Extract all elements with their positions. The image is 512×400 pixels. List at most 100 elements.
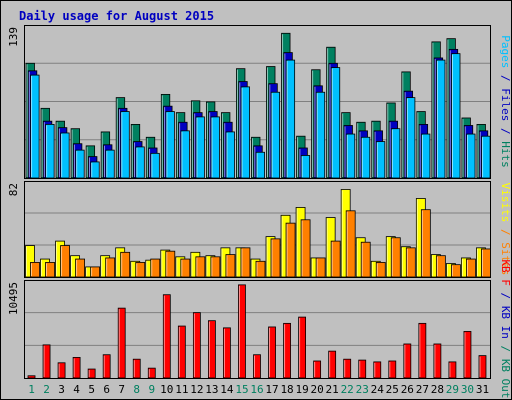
- bar-sites: [300, 219, 311, 278]
- panel-middle: 82 Visits / Sites: [7, 181, 512, 278]
- legend-part-4: KB Out: [499, 359, 512, 399]
- x-tick-label: 5: [88, 383, 95, 396]
- x-tick-label: 13: [205, 383, 218, 396]
- bar-kb-f: [192, 312, 201, 379]
- bar-sites: [90, 266, 101, 278]
- bar-pages: [210, 116, 220, 179]
- bar-kb-f: [162, 294, 171, 379]
- legend-part-2: Sites: [499, 242, 512, 275]
- x-tick-label: 29: [446, 383, 459, 396]
- bar-kb-f: [478, 355, 487, 379]
- legend-part-3: /: [499, 339, 512, 359]
- bar-pages: [75, 149, 85, 179]
- bar-pages: [330, 67, 341, 179]
- bar-sites: [375, 262, 386, 278]
- bar-kb-f: [253, 354, 261, 379]
- bar-kb-f: [72, 356, 81, 379]
- bar-kb-f: [42, 344, 51, 379]
- bar-kb-f: [343, 358, 352, 379]
- bar-kb-f: [102, 354, 111, 379]
- bar-kb-f: [268, 326, 276, 379]
- bar-kb-f: [328, 350, 337, 379]
- panel-middle-ymax-label: 82: [7, 183, 20, 196]
- bar-sites: [45, 262, 55, 278]
- x-tick-label: 28: [431, 383, 444, 396]
- bar-pages: [300, 155, 311, 179]
- bar-sites: [390, 237, 401, 278]
- x-tick-label: 18: [280, 383, 293, 396]
- x-tick-label: 26: [401, 383, 414, 396]
- bar-kb-f: [403, 343, 412, 379]
- bar-sites: [120, 251, 131, 278]
- bar-kb-f: [177, 325, 186, 379]
- bar-sites: [435, 255, 446, 278]
- bar-sites: [225, 254, 236, 278]
- bar-kb-f: [298, 316, 306, 379]
- bar-sites: [135, 262, 146, 278]
- x-tick-label: 4: [73, 383, 80, 396]
- bar-kb-f: [463, 331, 472, 379]
- legend-part-0: Visits: [499, 183, 512, 223]
- x-tick-label: 11: [175, 383, 188, 396]
- legend-part-2: Files: [499, 88, 512, 121]
- bar-sites: [195, 256, 206, 278]
- bar-kb-f: [238, 284, 246, 379]
- x-tick-label: 27: [416, 383, 429, 396]
- panel-middle-legend-label: Visits / Sites: [499, 183, 512, 276]
- bar-sites: [330, 240, 341, 278]
- bar-sites: [150, 258, 161, 278]
- legend-part-2: KB In: [499, 306, 512, 339]
- bar-kb-f: [358, 359, 367, 379]
- bar-pages: [466, 133, 476, 179]
- x-tick-label: 1: [28, 383, 35, 396]
- bar-pages: [270, 91, 281, 179]
- bar-sites: [165, 250, 176, 278]
- legend-part-0: Pages: [499, 35, 512, 68]
- legend-part-3: /: [499, 121, 512, 141]
- bar-kb-f: [27, 375, 36, 379]
- bar-sites: [481, 248, 491, 278]
- x-tick-label: 21: [326, 383, 339, 396]
- x-tick-label: 23: [356, 383, 369, 396]
- x-tick-label: 9: [148, 383, 155, 396]
- bar-sites: [420, 209, 431, 278]
- bar-visits: [25, 245, 35, 278]
- bar-sites: [255, 260, 266, 278]
- bar-sites: [30, 262, 40, 278]
- bar-pages: [225, 131, 235, 179]
- x-tick-label: 24: [371, 383, 385, 396]
- bar-sites: [466, 258, 476, 278]
- x-tick-label: 6: [103, 383, 110, 396]
- bar-kb-f: [283, 322, 291, 379]
- x-tick-label: 17: [265, 383, 278, 396]
- bar-pages: [285, 59, 296, 179]
- bar-pages: [390, 128, 401, 179]
- bar-pages: [360, 136, 371, 179]
- bar-pages: [90, 161, 100, 179]
- bar-pages: [120, 111, 130, 179]
- x-tick-label: 10: [160, 383, 173, 396]
- bar-pages: [345, 133, 356, 179]
- bar-pages: [451, 53, 461, 179]
- x-tick-label: 25: [386, 383, 399, 396]
- bar-kb-f: [117, 307, 126, 379]
- bar-sites: [451, 264, 461, 278]
- bar-sites: [285, 222, 296, 278]
- bar-sites: [180, 258, 191, 278]
- bar-kb-f: [208, 320, 216, 379]
- bar-sites: [210, 256, 221, 278]
- bar-pages: [375, 141, 386, 179]
- bar-sites: [360, 241, 371, 278]
- bar-pages: [481, 135, 491, 179]
- bar-sites: [270, 238, 281, 278]
- x-tick-label: 3: [58, 383, 65, 396]
- bar-sites: [60, 245, 70, 278]
- bar-sites: [105, 257, 116, 278]
- x-tick-label: 20: [311, 383, 324, 396]
- bar-pages: [30, 74, 40, 179]
- bar-pages: [105, 149, 115, 179]
- bar-pages: [406, 97, 416, 179]
